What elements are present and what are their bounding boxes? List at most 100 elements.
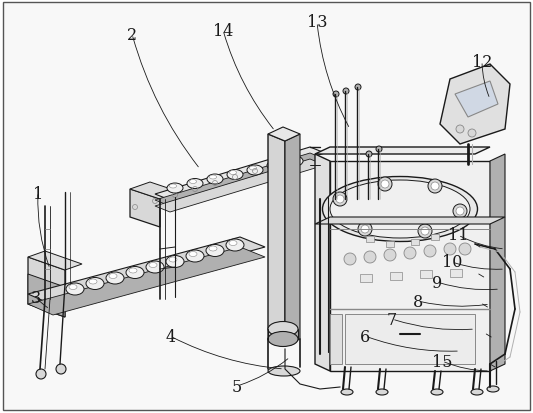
Bar xyxy=(345,314,475,364)
Circle shape xyxy=(358,223,372,236)
Text: 3: 3 xyxy=(31,289,42,306)
Bar xyxy=(386,242,394,247)
Ellipse shape xyxy=(86,278,104,290)
Text: 13: 13 xyxy=(307,14,327,31)
Ellipse shape xyxy=(189,252,197,257)
Ellipse shape xyxy=(230,171,237,175)
Circle shape xyxy=(343,89,349,95)
Ellipse shape xyxy=(289,158,296,161)
Ellipse shape xyxy=(186,250,204,262)
Ellipse shape xyxy=(247,166,263,176)
Bar xyxy=(411,240,419,245)
Circle shape xyxy=(444,243,456,255)
Ellipse shape xyxy=(169,257,177,262)
Circle shape xyxy=(384,249,396,261)
Polygon shape xyxy=(28,257,65,317)
Ellipse shape xyxy=(146,261,164,273)
Ellipse shape xyxy=(187,179,203,189)
Bar xyxy=(366,236,374,242)
Text: 15: 15 xyxy=(432,353,453,370)
Polygon shape xyxy=(315,218,505,224)
Polygon shape xyxy=(268,128,300,142)
Ellipse shape xyxy=(209,247,217,252)
Ellipse shape xyxy=(206,245,224,257)
Ellipse shape xyxy=(167,183,183,194)
Ellipse shape xyxy=(376,389,388,395)
Polygon shape xyxy=(490,154,505,371)
Ellipse shape xyxy=(166,256,184,268)
Bar xyxy=(330,314,342,364)
Circle shape xyxy=(333,92,339,98)
Polygon shape xyxy=(285,135,300,346)
Ellipse shape xyxy=(287,157,303,166)
Text: 12: 12 xyxy=(472,53,492,71)
Circle shape xyxy=(404,247,416,259)
Circle shape xyxy=(355,85,361,91)
Ellipse shape xyxy=(471,389,483,395)
Circle shape xyxy=(418,224,432,238)
Circle shape xyxy=(336,195,344,204)
Circle shape xyxy=(364,252,376,263)
Text: 5: 5 xyxy=(232,377,243,395)
Circle shape xyxy=(456,126,464,134)
Circle shape xyxy=(424,245,436,257)
Polygon shape xyxy=(28,247,265,315)
Ellipse shape xyxy=(169,185,176,189)
Polygon shape xyxy=(315,154,330,371)
Polygon shape xyxy=(155,159,325,212)
Ellipse shape xyxy=(109,274,117,279)
Ellipse shape xyxy=(431,389,443,395)
Polygon shape xyxy=(455,82,498,118)
Ellipse shape xyxy=(149,263,157,268)
Ellipse shape xyxy=(190,180,197,184)
Circle shape xyxy=(366,152,372,158)
Ellipse shape xyxy=(268,366,300,376)
Polygon shape xyxy=(130,183,180,199)
Text: 10: 10 xyxy=(442,254,462,271)
Polygon shape xyxy=(268,135,285,346)
Circle shape xyxy=(378,178,392,192)
Bar xyxy=(431,235,439,240)
Ellipse shape xyxy=(209,176,216,180)
Ellipse shape xyxy=(207,175,223,185)
Polygon shape xyxy=(330,161,490,371)
Circle shape xyxy=(456,207,464,216)
Ellipse shape xyxy=(226,240,244,252)
Text: 8: 8 xyxy=(413,293,424,310)
Text: 14: 14 xyxy=(213,22,233,40)
Ellipse shape xyxy=(89,279,97,284)
Ellipse shape xyxy=(341,389,353,395)
Text: 2: 2 xyxy=(127,26,137,44)
Circle shape xyxy=(36,369,46,379)
Text: 9: 9 xyxy=(432,274,442,292)
Bar xyxy=(450,269,462,277)
Polygon shape xyxy=(28,252,82,271)
Ellipse shape xyxy=(267,161,283,171)
Text: 4: 4 xyxy=(166,328,175,345)
Text: 1: 1 xyxy=(33,185,44,203)
Circle shape xyxy=(421,228,429,235)
Ellipse shape xyxy=(270,162,277,166)
Circle shape xyxy=(56,364,66,374)
Ellipse shape xyxy=(229,241,237,246)
Ellipse shape xyxy=(330,180,470,238)
Circle shape xyxy=(453,204,467,218)
Ellipse shape xyxy=(227,170,243,180)
Polygon shape xyxy=(155,154,325,206)
Circle shape xyxy=(381,180,389,189)
Ellipse shape xyxy=(106,272,124,284)
Text: 6: 6 xyxy=(360,328,370,345)
Polygon shape xyxy=(28,237,265,305)
Circle shape xyxy=(459,243,471,255)
Ellipse shape xyxy=(129,268,137,273)
Ellipse shape xyxy=(487,386,499,392)
Polygon shape xyxy=(130,190,160,228)
Ellipse shape xyxy=(249,166,256,171)
Bar xyxy=(390,272,402,280)
Circle shape xyxy=(344,254,356,266)
Circle shape xyxy=(361,225,369,233)
Ellipse shape xyxy=(69,285,77,290)
Polygon shape xyxy=(440,65,510,145)
Polygon shape xyxy=(155,147,325,201)
Ellipse shape xyxy=(322,177,478,242)
